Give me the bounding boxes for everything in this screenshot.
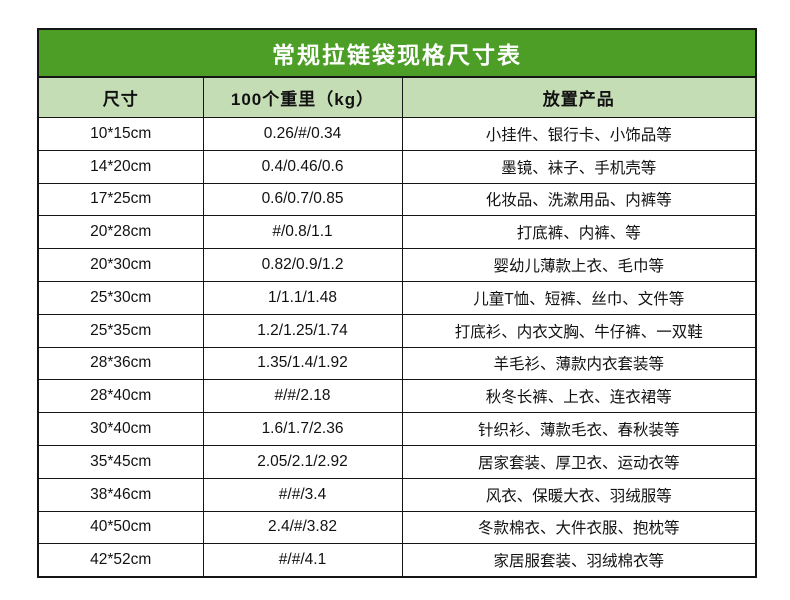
table-row: 28*40cm #/#/2.18 秋冬长裤、上衣、连衣裙等	[37, 379, 757, 414]
table-row: 20*28cm #/0.8/1.1 打底裤、内裤、等	[37, 215, 757, 250]
table-title: 常规拉链袋现格尺寸表	[37, 28, 757, 78]
products-cell: 打底裤、内裤、等	[401, 215, 757, 250]
products-cell: 打底衫、内衣文胸、牛仔裤、一双鞋	[401, 313, 757, 348]
size-cell: 42*52cm	[37, 543, 204, 578]
products-cell: 小挂件、银行卡、小饰品等	[401, 117, 757, 151]
weight-cell: 0.26/#/0.34	[202, 117, 403, 151]
table-row: 28*36cm 1.35/1.4/1.92 羊毛衫、薄款内衣套装等	[37, 346, 757, 381]
products-cell: 儿童T恤、短裤、丝巾、文件等	[401, 280, 757, 315]
weight-cell: 0.82/0.9/1.2	[202, 248, 403, 282]
table-row: 17*25cm 0.6/0.7/0.85 化妆品、洗漱用品、内裤等	[37, 182, 757, 217]
weight-cell: #/0.8/1.1	[202, 215, 403, 250]
weight-cell: 2.4/#/3.82	[202, 510, 403, 545]
products-cell: 居家套装、厚卫衣、运动衣等	[401, 444, 757, 479]
products-cell: 冬款棉衣、大件衣服、抱枕等	[401, 510, 757, 545]
size-cell: 20*30cm	[37, 248, 204, 282]
table-row: 25*30cm 1/1.1/1.48 儿童T恤、短裤、丝巾、文件等	[37, 280, 757, 315]
weight-cell: 0.6/0.7/0.85	[202, 182, 403, 217]
column-header-products: 放置产品	[401, 76, 757, 118]
size-cell: 30*40cm	[37, 412, 204, 446]
weight-cell: 1.35/1.4/1.92	[202, 346, 403, 381]
size-cell: 28*36cm	[37, 346, 204, 381]
weight-cell: #/#/3.4	[202, 477, 403, 512]
weight-cell: 1.2/1.25/1.74	[202, 313, 403, 348]
products-cell: 风衣、保暖大衣、羽绒服等	[401, 477, 757, 512]
size-cell: 20*28cm	[37, 215, 204, 250]
column-header-size: 尺寸	[37, 76, 204, 118]
weight-cell: 1/1.1/1.48	[202, 280, 403, 315]
weight-cell: #/#/4.1	[202, 543, 403, 578]
table-body: 10*15cm 0.26/#/0.34 小挂件、银行卡、小饰品等 14*20cm 0.4…	[37, 117, 757, 578]
size-cell: 10*15cm	[37, 117, 204, 151]
products-cell: 化妆品、洗漱用品、内裤等	[401, 182, 757, 217]
column-header-weight: 100个重里（kg）	[202, 76, 403, 118]
size-cell: 14*20cm	[37, 149, 204, 184]
products-cell: 针织衫、薄款毛衣、春秋装等	[401, 412, 757, 446]
table-row: 30*40cm 1.6/1.7/2.36 针织衫、薄款毛衣、春秋装等	[37, 412, 757, 446]
products-cell: 婴幼儿薄款上衣、毛巾等	[401, 248, 757, 282]
table-row: 40*50cm 2.4/#/3.82 冬款棉衣、大件衣服、抱枕等	[37, 510, 757, 545]
weight-cell: 0.4/0.46/0.6	[202, 149, 403, 184]
products-cell: 秋冬长裤、上衣、连衣裙等	[401, 379, 757, 414]
table-row: 20*30cm 0.82/0.9/1.2 婴幼儿薄款上衣、毛巾等	[37, 248, 757, 282]
table-row: 14*20cm 0.4/0.46/0.6 墨镜、袜子、手机壳等	[37, 149, 757, 184]
table-row: 35*45cm 2.05/2.1/2.92 居家套装、厚卫衣、运动衣等	[37, 444, 757, 479]
size-cell: 17*25cm	[37, 182, 204, 217]
zipper-bag-spec-table: 常规拉链袋现格尺寸表 尺寸 100个重里（kg） 放置产品 10*15cm 0.2…	[37, 28, 757, 579]
size-cell: 35*45cm	[37, 444, 204, 479]
table-row: 42*52cm #/#/4.1 家居服套装、羽绒棉衣等	[37, 543, 757, 578]
table-row: 38*46cm #/#/3.4 风衣、保暖大衣、羽绒服等	[37, 477, 757, 512]
products-cell: 家居服套装、羽绒棉衣等	[401, 543, 757, 578]
products-cell: 羊毛衫、薄款内衣套装等	[401, 346, 757, 381]
table-row: 25*35cm 1.2/1.25/1.74 打底衫、内衣文胸、牛仔裤、一双鞋	[37, 313, 757, 348]
products-cell: 墨镜、袜子、手机壳等	[401, 149, 757, 184]
weight-cell: 2.05/2.1/2.92	[202, 444, 403, 479]
header-row: 尺寸 100个重里（kg） 放置产品	[37, 76, 757, 118]
title-row: 常规拉链袋现格尺寸表	[37, 28, 757, 78]
weight-cell: 1.6/1.7/2.36	[202, 412, 403, 446]
size-cell: 40*50cm	[37, 510, 204, 545]
size-cell: 38*46cm	[37, 477, 204, 512]
size-cell: 25*30cm	[37, 280, 204, 315]
size-cell: 25*35cm	[37, 313, 204, 348]
table-row: 10*15cm 0.26/#/0.34 小挂件、银行卡、小饰品等	[37, 117, 757, 151]
size-cell: 28*40cm	[37, 379, 204, 414]
weight-cell: #/#/2.18	[202, 379, 403, 414]
